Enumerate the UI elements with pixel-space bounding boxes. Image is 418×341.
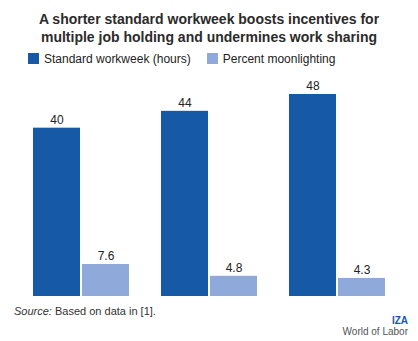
svg-text:48: 48: [306, 79, 320, 93]
html-text:Percent moonlighting: Percent moonlighting: [222, 52, 336, 66]
html-text:IZA: IZA: [391, 315, 408, 326]
html-text:World of Labor: World of Labor: [342, 326, 408, 337]
html-text:Standard workweek (hours): Standard workweek (hours): [44, 52, 191, 66]
svg-text:4.8: 4.8: [226, 261, 243, 275]
svg-text:4.3: 4.3: [354, 263, 371, 277]
svg-text:44: 44: [178, 96, 192, 110]
html-text:Source: Based on data in [1].: Source: Based on data in [1].: [14, 305, 156, 317]
html-text:A shorter standard workweek bo: A shorter standard workweek boosts incen…: [38, 11, 380, 45]
svg-text:7.6: 7.6: [98, 249, 115, 263]
svg-text:40: 40: [50, 113, 64, 127]
